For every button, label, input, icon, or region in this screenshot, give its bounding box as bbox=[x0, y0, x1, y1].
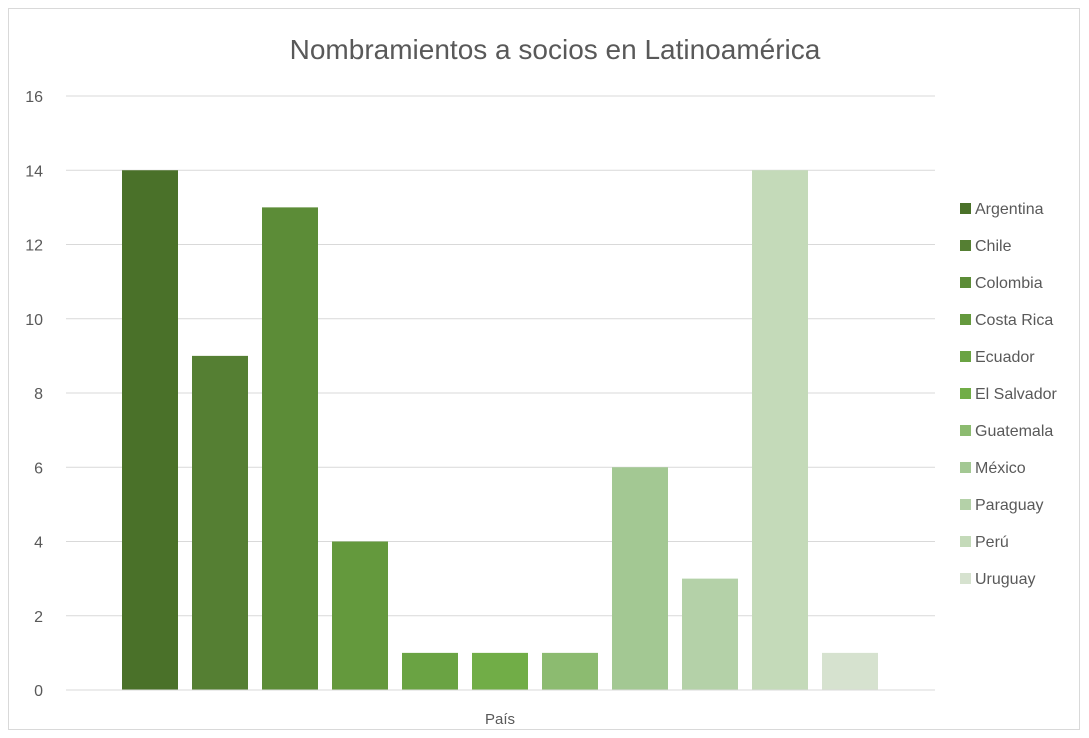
x-axis-label: País bbox=[485, 711, 515, 728]
legend-label: México bbox=[975, 460, 1026, 477]
legend-label: Perú bbox=[975, 534, 1009, 551]
legend-item: Paraguay bbox=[960, 497, 1044, 514]
bar-argentina bbox=[122, 170, 178, 690]
legend-swatch bbox=[960, 499, 971, 510]
bar-chart: Nombramientos a socios en Latinoamérica … bbox=[25, 34, 1057, 728]
legend-label: Costa Rica bbox=[975, 312, 1053, 329]
bar-chile bbox=[192, 355, 248, 690]
bar-guatemala bbox=[542, 652, 598, 690]
legend: Argentina Chile Colombia Costa Rica Ecuador E… bbox=[960, 201, 1057, 588]
legend-swatch bbox=[960, 425, 971, 436]
bar-méxico bbox=[612, 467, 668, 690]
y-tick-label: 10 bbox=[25, 312, 43, 329]
legend-label: Guatemala bbox=[975, 423, 1053, 440]
y-tick-label: 12 bbox=[25, 238, 43, 255]
y-tick-label: 16 bbox=[25, 89, 43, 106]
legend-item: Perú bbox=[960, 534, 1009, 551]
legend-label: Chile bbox=[975, 238, 1012, 255]
y-axis-ticks: 0 2 4 6 8 10 12 14 16 bbox=[25, 89, 43, 700]
legend-swatch bbox=[960, 573, 971, 584]
chart-title: Nombramientos a socios en Latinoamérica bbox=[290, 34, 821, 65]
bar-el-salvador bbox=[472, 652, 528, 690]
bar-costa-rica bbox=[332, 541, 388, 690]
legend-label: Uruguay bbox=[975, 571, 1035, 588]
legend-label: Colombia bbox=[975, 275, 1043, 292]
legend-swatch bbox=[960, 462, 971, 473]
legend-swatch bbox=[960, 277, 971, 288]
bar-colombia bbox=[262, 207, 318, 690]
bar-perú bbox=[752, 170, 808, 690]
legend-item: Uruguay bbox=[960, 571, 1035, 588]
y-tick-label: 4 bbox=[34, 535, 43, 552]
legend-label: Argentina bbox=[975, 201, 1044, 218]
legend-swatch bbox=[960, 351, 971, 362]
legend-label: Ecuador bbox=[975, 349, 1035, 366]
legend-item: Chile bbox=[960, 238, 1012, 255]
legend-item: El Salvador bbox=[960, 386, 1057, 403]
bar-paraguay bbox=[682, 578, 738, 690]
y-tick-label: 8 bbox=[34, 386, 43, 403]
legend-label: Paraguay bbox=[975, 497, 1044, 514]
y-tick-label: 6 bbox=[34, 460, 43, 477]
legend-swatch bbox=[960, 314, 971, 325]
legend-swatch bbox=[960, 203, 971, 214]
y-tick-label: 2 bbox=[34, 609, 43, 626]
legend-item: Guatemala bbox=[960, 423, 1053, 440]
legend-item: Ecuador bbox=[960, 349, 1035, 366]
legend-swatch bbox=[960, 388, 971, 399]
legend-label: El Salvador bbox=[975, 386, 1057, 403]
legend-item: México bbox=[960, 460, 1026, 477]
legend-swatch bbox=[960, 240, 971, 251]
legend-swatch bbox=[960, 536, 971, 547]
legend-item: Costa Rica bbox=[960, 312, 1053, 329]
bar-ecuador bbox=[402, 652, 458, 690]
y-tick-label: 0 bbox=[34, 683, 43, 700]
bars bbox=[122, 170, 878, 690]
bar-uruguay bbox=[822, 652, 878, 690]
legend-item: Argentina bbox=[960, 201, 1044, 218]
chart-frame: Nombramientos a socios en Latinoamérica … bbox=[8, 8, 1080, 730]
legend-item: Colombia bbox=[960, 275, 1043, 292]
y-tick-label: 14 bbox=[25, 163, 43, 180]
